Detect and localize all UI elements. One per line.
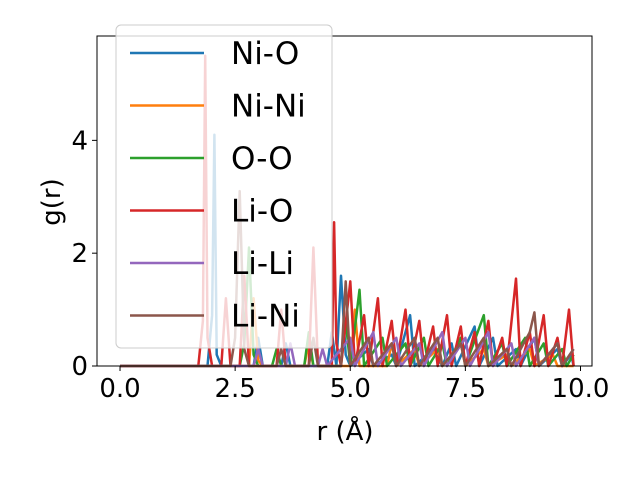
y-tick-label: 2 [71,239,88,269]
x-tick-label: 0.0 [99,374,140,404]
legend: Ni-O Ni-Ni O-O Li-O Li-Li Li-Ni [115,24,333,349]
axes-frame [96,35,593,367]
legend-label-ni-o: Ni-O [231,36,299,72]
legend-label-ni-ni: Ni-Ni [231,89,306,125]
x-tick-label: 2.5 [214,374,255,404]
legend-label-li-ni: Li-Ni [231,299,300,335]
y-tick-label: 4 [71,126,88,156]
x-axis-label: r (Å) [316,415,373,447]
legend-label-o-o: O-O [231,141,293,177]
x-tick-label: 7.5 [445,374,486,404]
y-tick-label: 0 [71,352,88,382]
x-tick-label: 10.0 [552,374,610,404]
series-line-li-o [120,54,575,368]
plot-area [96,35,593,368]
y-ticks: 0 2 4 [71,126,97,382]
legend-label-li-li: Li-Li [231,246,294,282]
x-ticks: 0.0 2.5 5.0 7.5 10.0 [99,366,609,404]
y-axis-label: g(r) [37,178,67,225]
legend-label-li-o: Li-O [231,194,293,230]
x-tick-label: 5.0 [330,374,371,404]
